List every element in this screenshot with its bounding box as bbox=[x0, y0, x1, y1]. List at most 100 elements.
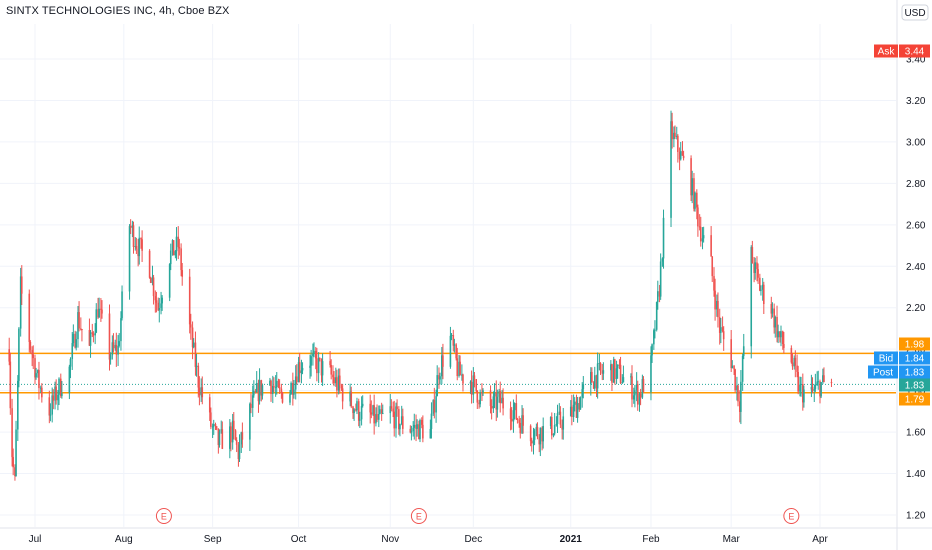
earnings-event[interactable]: E bbox=[410, 508, 427, 524]
candle bbox=[292, 372, 294, 406]
candle-body bbox=[774, 316, 777, 328]
candle-body bbox=[329, 361, 331, 365]
candle-body bbox=[221, 429, 224, 449]
time-tick-label: Sep bbox=[204, 534, 222, 545]
candle bbox=[659, 253, 662, 300]
candle bbox=[58, 377, 60, 406]
candle bbox=[638, 392, 641, 412]
candle-body bbox=[188, 276, 191, 325]
price-tick-label: 3.00 bbox=[906, 137, 926, 148]
candle bbox=[813, 384, 816, 403]
time-axis[interactable]: Jul Aug Sep Oct Nov Dec 2021 Feb Mar Apr bbox=[29, 534, 829, 545]
candle bbox=[741, 353, 744, 391]
candle-body bbox=[470, 381, 473, 395]
candle bbox=[134, 237, 137, 251]
candle-body bbox=[361, 403, 364, 407]
candle bbox=[9, 352, 12, 415]
candle bbox=[78, 301, 80, 332]
candle bbox=[499, 381, 502, 413]
candle bbox=[341, 384, 344, 410]
candle-body bbox=[412, 427, 414, 432]
candle bbox=[257, 379, 260, 413]
candle-body bbox=[273, 385, 275, 388]
candle-body bbox=[416, 424, 418, 429]
time-tick-label: Aug bbox=[115, 534, 133, 545]
candle-body bbox=[674, 132, 676, 137]
earnings-event[interactable]: E bbox=[783, 508, 800, 524]
candle-body bbox=[783, 344, 785, 348]
post-label-tag: Post bbox=[873, 368, 893, 379]
candle bbox=[74, 330, 76, 349]
candle-body bbox=[14, 467, 16, 477]
candle bbox=[98, 297, 100, 318]
candle-body bbox=[718, 317, 721, 333]
candle-body bbox=[533, 430, 536, 440]
candle bbox=[572, 394, 575, 422]
candle bbox=[538, 434, 541, 453]
candle bbox=[596, 352, 599, 399]
candle-body bbox=[642, 379, 645, 393]
candle-body bbox=[472, 375, 475, 395]
candle bbox=[773, 303, 775, 334]
candle-body bbox=[521, 415, 523, 434]
candle bbox=[370, 400, 373, 419]
candle bbox=[297, 356, 300, 383]
candle-body bbox=[559, 411, 562, 425]
candle bbox=[15, 420, 17, 477]
candle-body bbox=[52, 395, 55, 401]
price-tick-label: 2.40 bbox=[906, 262, 926, 273]
candle-body bbox=[309, 365, 311, 368]
candle-body bbox=[381, 413, 384, 415]
candle bbox=[190, 313, 192, 340]
candle bbox=[310, 349, 312, 377]
candle-body bbox=[441, 355, 443, 377]
candle-body bbox=[592, 382, 595, 389]
candle bbox=[761, 278, 764, 301]
candle bbox=[535, 423, 538, 437]
candle bbox=[356, 397, 358, 415]
candle bbox=[714, 278, 716, 321]
candle bbox=[317, 352, 320, 384]
currency-badge[interactable]: USD bbox=[901, 4, 929, 21]
candle-body bbox=[581, 389, 584, 398]
candle-body bbox=[41, 387, 43, 398]
candle bbox=[51, 387, 53, 423]
candle bbox=[456, 347, 459, 381]
candle bbox=[35, 367, 37, 380]
price-axis[interactable]: 3.403.203.002.802.602.402.202.001.801.60… bbox=[906, 55, 926, 522]
candle-body bbox=[556, 413, 559, 425]
candle-body bbox=[260, 380, 263, 396]
candle-body bbox=[115, 344, 118, 355]
candle bbox=[501, 390, 503, 404]
earnings-event[interactable]: E bbox=[155, 508, 172, 524]
candle bbox=[20, 265, 23, 306]
candle-body bbox=[353, 409, 355, 414]
last-price-label-value-box bbox=[899, 378, 930, 392]
candle-body bbox=[237, 444, 240, 460]
time-tick-label: Apr bbox=[812, 534, 828, 545]
candle bbox=[191, 321, 194, 360]
candle bbox=[658, 284, 661, 303]
candle bbox=[355, 403, 357, 412]
price-tick-label: 1.60 bbox=[906, 428, 926, 439]
candle-body bbox=[180, 248, 182, 271]
candle-body bbox=[75, 339, 78, 348]
candle-body bbox=[492, 396, 495, 409]
candle bbox=[670, 110, 672, 228]
candle-body bbox=[595, 375, 598, 389]
candle bbox=[823, 367, 825, 383]
candle bbox=[18, 327, 20, 388]
candle-body bbox=[612, 359, 615, 383]
bid-label-tag: Bid bbox=[879, 354, 893, 365]
candle bbox=[639, 388, 642, 406]
candle-body bbox=[742, 346, 745, 356]
candle bbox=[91, 323, 94, 338]
candle-body bbox=[722, 331, 725, 340]
candle-body bbox=[761, 284, 764, 290]
candle-body bbox=[489, 390, 492, 407]
candle-body bbox=[134, 246, 137, 248]
candle bbox=[280, 383, 283, 399]
candle bbox=[698, 214, 701, 231]
